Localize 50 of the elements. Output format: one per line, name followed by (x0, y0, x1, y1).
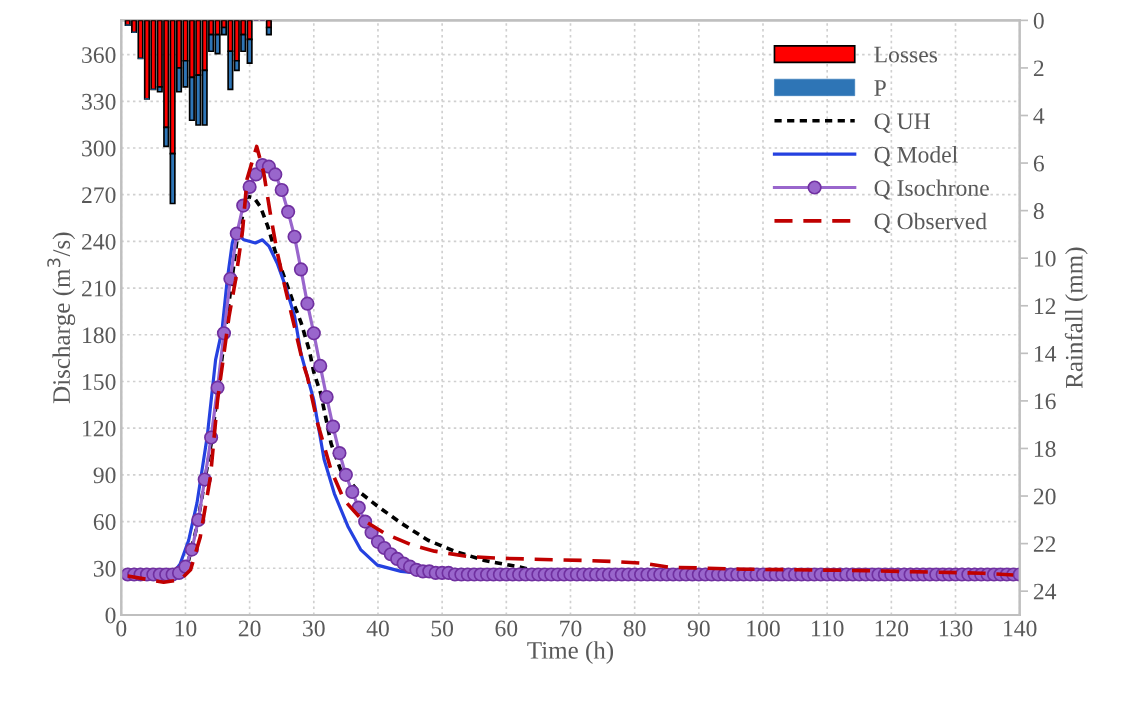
y2-axis-title: Rainfall (mm) (1064, 247, 1088, 389)
y-tick-label: 330 (82, 93, 116, 110)
y-axis-title: Discharge (m$^{3}$/s) (47, 232, 76, 404)
legend-label: Q Observed (874, 212, 987, 233)
x-axis-title: Time (h) (527, 641, 614, 664)
x-tick-label: 120 (875, 620, 909, 637)
y-tick-label: 270 (82, 187, 116, 204)
x-tick-label: 20 (238, 620, 261, 637)
y-tick-label: 30 (93, 560, 116, 577)
y-tick-label: 360 (82, 47, 116, 64)
y-tick-label: 120 (83, 420, 116, 437)
legend-label: P (874, 80, 886, 96)
y-tick-label: 300 (82, 140, 116, 157)
x-tick-label: 40 (366, 620, 389, 637)
legend-label: Q Model (874, 146, 958, 167)
x-tick-label: 60 (495, 620, 518, 637)
y2-tick-label: 20 (1033, 488, 1056, 505)
x-tick-label: 80 (623, 620, 646, 637)
x-tick-label: 110 (811, 620, 844, 637)
x-tick-label: 70 (560, 620, 582, 637)
x-tick-label: 30 (303, 620, 325, 637)
x-tick-label: 50 (431, 620, 454, 637)
x-tick-label: 90 (687, 620, 710, 637)
y-tick-label: 60 (93, 514, 116, 530)
y-tick-label: 0 (105, 607, 116, 624)
y2-tick-label: 22 (1033, 536, 1056, 552)
x-tick-label: 0 (116, 620, 127, 637)
y-tick-label: 150 (83, 373, 116, 390)
legend-label: Losses (874, 46, 938, 63)
y2-tick-label: 16 (1034, 393, 1056, 410)
y2-tick-label: 10 (1034, 250, 1056, 267)
y2-tick-label: 2 (1033, 60, 1044, 77)
x-tick-label: 130 (939, 620, 973, 637)
y2-tick-label: 8 (1033, 203, 1044, 220)
x-tick-label: 100 (747, 620, 780, 637)
y2-tick-label: 6 (1033, 155, 1044, 172)
legend-label: Q Isochrone (874, 179, 989, 200)
y2-tick-label: 18 (1034, 440, 1056, 457)
y-tick-label: 210 (82, 280, 116, 297)
y2-tick-label: 12 (1034, 298, 1056, 314)
x-tick-label: 140 (1004, 620, 1037, 637)
y-tick-label: 90 (93, 467, 116, 484)
y2-tick-label: 0 (1033, 12, 1044, 29)
y2-tick-label: 14 (1034, 345, 1057, 362)
y-tick-label: 180 (83, 327, 116, 344)
y2-tick-label: 4 (1033, 108, 1045, 124)
y-tick-label: 240 (82, 233, 116, 250)
y2-tick-label: 24 (1033, 583, 1057, 600)
legend-label: Q UH (874, 113, 930, 133)
x-tick-label: 10 (175, 620, 197, 637)
